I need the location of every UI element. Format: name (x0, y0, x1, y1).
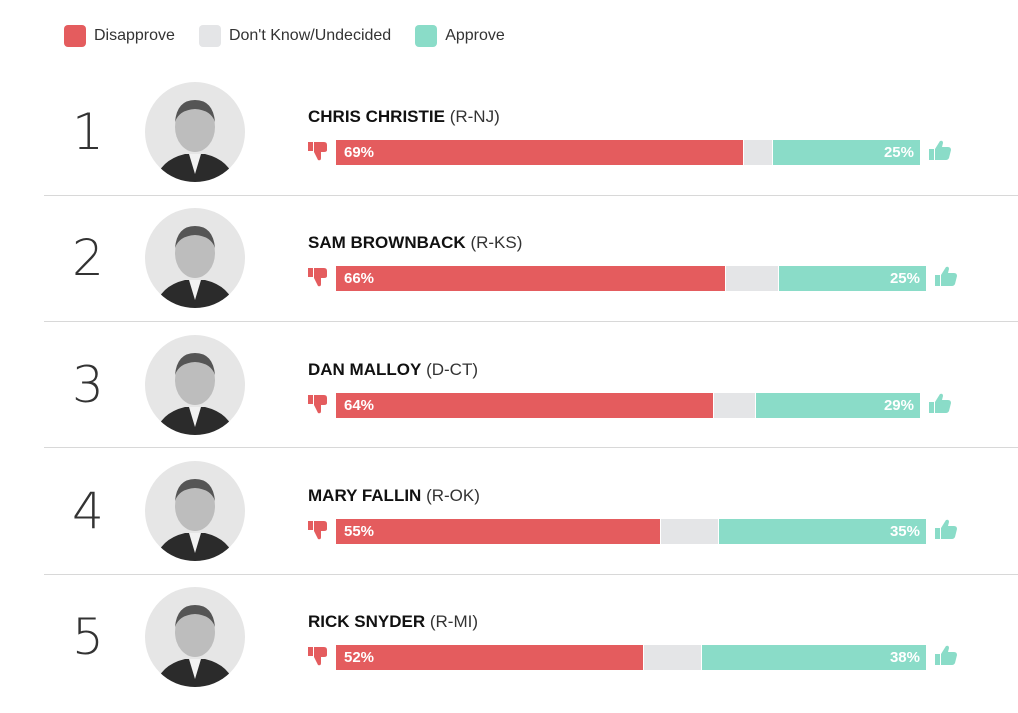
rank-number: 4 (72, 482, 104, 540)
governor-name: MARY FALLIN (308, 486, 422, 505)
portrait-icon (155, 605, 235, 687)
thumbs-down-icon (308, 268, 327, 287)
legend-label: Disapprove (94, 27, 175, 44)
avatar (145, 335, 245, 435)
legend-item-undecided: Don't Know/Undecided (198, 25, 392, 47)
disapprove-segment: 66% (336, 266, 725, 291)
portrait-icon (155, 353, 235, 435)
approve-segment: 38% (701, 645, 926, 670)
approval-bar: 55% 35% (336, 519, 926, 544)
rank-number: 1 (72, 103, 104, 161)
approval-bar: 69% 25% (336, 140, 920, 165)
governor-name-line: CHRIS CHRISTIE (R-NJ) (308, 107, 500, 127)
governor-name-line: SAM BROWNBACK (R-KS) (308, 233, 522, 253)
governor-row: 4 MARY FALLIN (R-OK) 55% 35% (0, 461, 1018, 587)
disapprove-pct: 52% (344, 649, 375, 666)
portrait-icon (155, 479, 235, 561)
legend-item-disapprove: Disapprove (64, 25, 175, 47)
thumbs-up-icon (929, 393, 951, 413)
approve-segment: 29% (755, 393, 920, 418)
thumbs-down-icon (308, 142, 327, 161)
approval-bar: 64% 29% (336, 393, 920, 418)
disapprove-pct: 66% (344, 270, 375, 287)
governor-name: DAN MALLOY (308, 360, 422, 379)
approval-bar: 66% 25% (336, 266, 926, 291)
rank-number: 2 (72, 229, 104, 287)
approval-bar: 52% 38% (336, 645, 926, 670)
governor-name: CHRIS CHRISTIE (308, 107, 445, 126)
disapprove-pct: 69% (344, 144, 375, 161)
row-divider (44, 321, 1018, 322)
disapprove-segment: 64% (336, 393, 713, 418)
thumbs-up-icon (935, 645, 957, 665)
legend-swatch-disapprove (64, 25, 86, 47)
approve-pct: 35% (889, 523, 920, 540)
governor-name: RICK SNYDER (308, 612, 426, 631)
legend-swatch-undecided (198, 25, 221, 47)
governor-row: 2 SAM BROWNBACK (R-KS) 66% 25% (0, 208, 1018, 334)
governor-row: 5 RICK SNYDER (R-MI) 52% 38% (0, 587, 1018, 713)
governor-row: 3 DAN MALLOY (D-CT) 64% 29% (0, 335, 1018, 461)
legend-label: Approve (445, 27, 505, 44)
approve-segment: 35% (718, 519, 926, 544)
legend-swatch-approve (415, 25, 438, 47)
governor-name-line: DAN MALLOY (D-CT) (308, 360, 478, 380)
legend-item-approve: Approve (415, 25, 505, 47)
thumbs-down-icon (308, 395, 327, 414)
thumbs-up-icon (935, 519, 957, 539)
thumbs-down-icon (308, 647, 327, 666)
row-divider (44, 574, 1018, 575)
undecided-segment (643, 645, 701, 670)
disapprove-pct: 64% (344, 397, 375, 414)
governor-name-line: MARY FALLIN (R-OK) (308, 486, 480, 506)
legend-label: Don't Know/Undecided (228, 27, 392, 44)
undecided-segment (725, 266, 778, 291)
legend: Disapprove Don't Know/Undecided Approve (64, 24, 529, 48)
approve-pct: 29% (883, 397, 914, 414)
approve-pct: 38% (889, 649, 920, 666)
approve-pct: 25% (883, 144, 914, 161)
rank-number: 3 (72, 356, 104, 414)
undecided-segment (743, 140, 772, 165)
thumbs-down-icon (308, 521, 327, 540)
portrait-icon (155, 100, 235, 182)
governor-party: (R-NJ) (449, 107, 500, 126)
row-divider (44, 447, 1018, 448)
disapprove-segment: 52% (336, 645, 643, 670)
thumbs-up-icon (935, 266, 957, 286)
governor-name: SAM BROWNBACK (308, 233, 466, 252)
thumbs-up-icon (929, 140, 951, 160)
avatar (145, 208, 245, 308)
undecided-segment (713, 393, 755, 418)
portrait-icon (155, 226, 235, 308)
governor-party: (R-KS) (470, 233, 523, 252)
avatar (145, 461, 245, 561)
approve-segment: 25% (772, 140, 920, 165)
approve-segment: 25% (778, 266, 926, 291)
rank-number: 5 (72, 608, 104, 666)
governor-name-line: RICK SNYDER (R-MI) (308, 612, 478, 632)
row-divider (44, 195, 1018, 196)
disapprove-segment: 69% (336, 140, 743, 165)
avatar (145, 587, 245, 687)
undecided-segment (660, 519, 718, 544)
governor-row: 1 CHRIS CHRISTIE (R-NJ) 69% 25% (0, 82, 1018, 208)
governor-party: (R-MI) (429, 612, 479, 631)
disapprove-segment: 55% (336, 519, 660, 544)
governor-party: (R-OK) (426, 486, 480, 505)
avatar (145, 82, 245, 182)
approve-pct: 25% (889, 270, 920, 287)
governor-party: (D-CT) (426, 360, 478, 379)
disapprove-pct: 55% (344, 523, 375, 540)
